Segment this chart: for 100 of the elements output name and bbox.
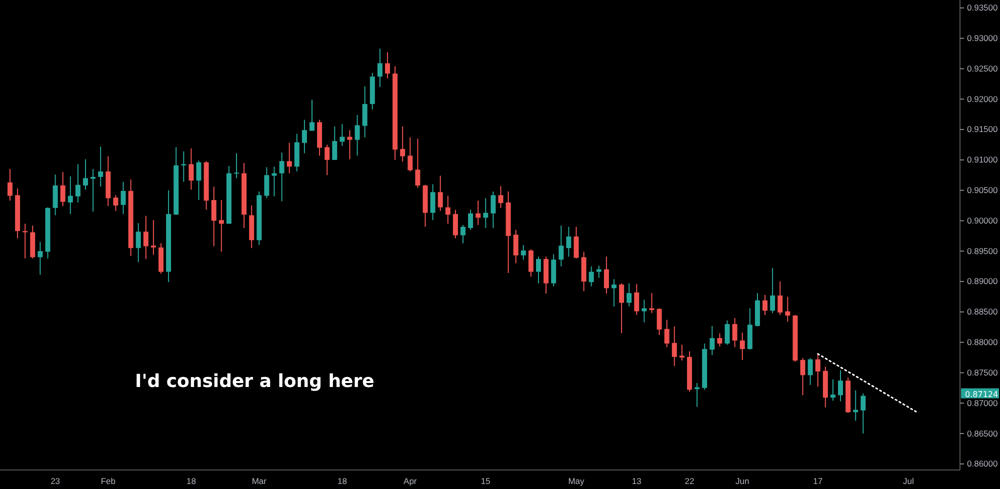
candlestick [536, 256, 541, 284]
candlestick [400, 126, 406, 162]
candlestick [528, 248, 534, 278]
candlestick [234, 152, 239, 179]
candlestick [75, 164, 80, 203]
candlestick [279, 152, 284, 202]
y-tick-label: 0.89000 [967, 276, 998, 286]
x-tick-label: Jun [735, 476, 750, 486]
y-tick-label: 0.90500 [967, 185, 998, 196]
candlestick [830, 378, 836, 402]
y-tick-label: 0.92500 [967, 63, 998, 74]
candlestick [438, 175, 443, 212]
candlestick [52, 174, 58, 216]
candlestick [120, 181, 126, 215]
candlestick [490, 191, 496, 229]
candlestick [808, 358, 813, 386]
x-tick-label: Mar [252, 476, 267, 486]
candlestick [626, 282, 632, 307]
candlestick [38, 241, 43, 276]
candlestick [324, 144, 330, 176]
candlestick [476, 200, 481, 226]
candlestick [785, 296, 790, 322]
candlestick [377, 48, 382, 88]
candlestick [60, 172, 66, 207]
candlestick [800, 358, 806, 396]
candlestick [181, 150, 186, 182]
candlestick [340, 124, 345, 146]
x-tick-label: 18 [337, 476, 348, 486]
x-tick-label: Feb [100, 476, 116, 486]
x-tick-label: 13 [632, 476, 642, 486]
y-tick-label: 0.93500 [967, 2, 998, 13]
candlestick [90, 168, 96, 212]
candlestick [188, 148, 194, 190]
candlestick [113, 194, 118, 212]
y-tick-label: 0.91000 [967, 154, 998, 165]
candlestick [656, 308, 662, 336]
candlestick [354, 114, 360, 156]
candlestick [8, 168, 12, 202]
y-tick-label: 0.93000 [967, 33, 998, 44]
candlestick [672, 326, 677, 367]
candlestick [83, 158, 88, 190]
candlestick [604, 256, 609, 294]
y-tick-label: 0.88500 [967, 306, 998, 317]
candlestick [68, 176, 73, 215]
candlestick [860, 392, 866, 434]
candlestick [612, 278, 616, 307]
candlestick [460, 224, 466, 244]
x-tick-label: 18 [186, 476, 196, 486]
candlestick [588, 266, 594, 287]
candlestick [445, 195, 450, 224]
candlestick [332, 126, 338, 160]
candlestick [551, 254, 556, 287]
candlestick [211, 186, 216, 247]
x-tick-label: May [568, 476, 586, 486]
candlestick [740, 332, 745, 360]
y-tick-label: 0.88000 [967, 337, 998, 348]
candlestick [415, 138, 420, 188]
y-tick-label: 0.87500 [967, 367, 998, 378]
candlestick [762, 294, 768, 316]
candlestick [347, 130, 352, 160]
candlestick [498, 186, 504, 208]
candlestick [286, 142, 292, 174]
candlestick [310, 99, 314, 132]
candlestick [302, 119, 307, 154]
candlestick [770, 268, 776, 314]
y-tick-label: 0.90000 [967, 215, 998, 226]
candlestick [724, 320, 730, 346]
candlestick [664, 319, 670, 348]
candlestick [574, 226, 579, 259]
y-tick-label: 0.87000 [967, 398, 998, 408]
candlestick [513, 229, 518, 264]
annotation: I'd consider a long here [135, 371, 374, 392]
y-tick-label: 0.92000 [967, 94, 998, 104]
candlestick [22, 223, 28, 259]
candlestick [143, 215, 148, 260]
candlestick [150, 220, 156, 256]
x-tick-label: Jul [903, 476, 914, 486]
x-tick-label: 15 [480, 476, 491, 486]
candlestick [815, 352, 820, 388]
candlestick [634, 283, 640, 316]
candlestick [596, 265, 602, 278]
x-tick-label: 17 [813, 476, 823, 486]
candlestick [778, 281, 783, 316]
candlestick [838, 370, 843, 402]
text: 0.87124 [965, 390, 998, 399]
y-tick-label: 0.91500 [967, 124, 998, 134]
candlestick [558, 225, 564, 267]
x-tick-label: Apr [404, 476, 417, 486]
candlestick [468, 209, 474, 230]
x-tick-label: 22 [684, 476, 694, 486]
candlestick [642, 299, 647, 323]
candlestick [136, 222, 141, 263]
candlestick [196, 160, 202, 201]
candlestick [566, 226, 572, 258]
candlestick [483, 198, 488, 229]
candlestick [385, 52, 390, 79]
candlestick [430, 184, 436, 221]
candlestick [619, 282, 624, 334]
candlestick [520, 244, 526, 260]
candlestick [679, 344, 684, 362]
